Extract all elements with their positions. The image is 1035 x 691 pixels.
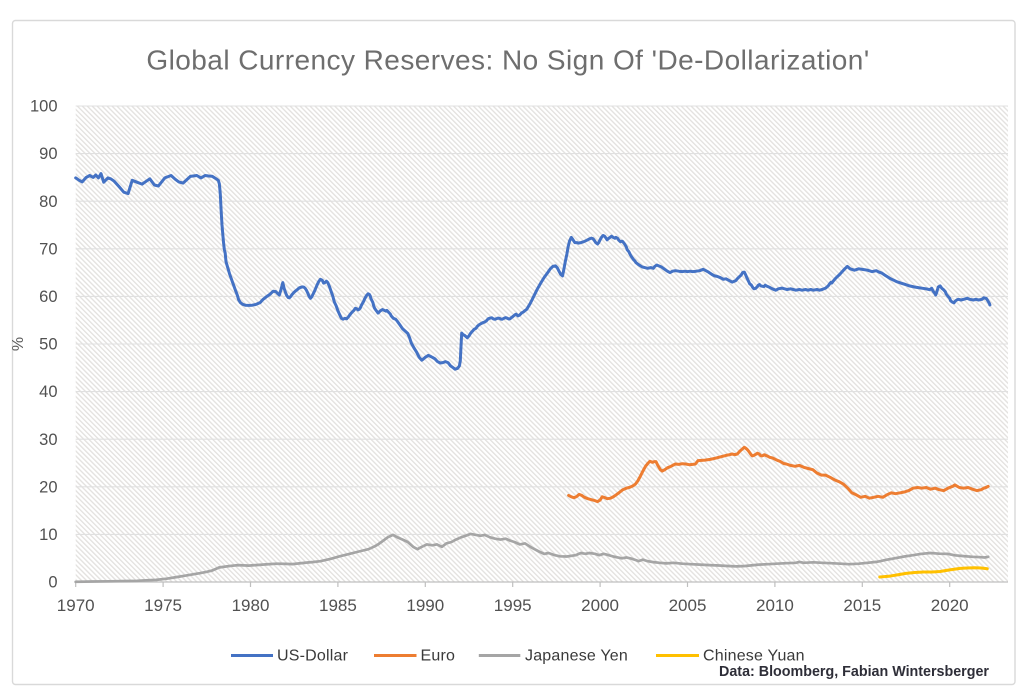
- svg-text:90: 90: [39, 145, 57, 163]
- svg-text:Chinese Yuan: Chinese Yuan: [703, 648, 805, 665]
- svg-text:Japanese Yen: Japanese Yen: [525, 648, 628, 665]
- svg-text:30: 30: [39, 431, 57, 449]
- svg-text:1975: 1975: [144, 596, 182, 615]
- svg-text:Euro: Euro: [421, 648, 456, 665]
- svg-text:0: 0: [48, 574, 57, 592]
- svg-text:Data: Bloomberg, Fabian Winter: Data: Bloomberg, Fabian Wintersberger: [719, 664, 989, 680]
- svg-text:80: 80: [39, 193, 57, 211]
- svg-text:50: 50: [39, 336, 57, 354]
- svg-text:60: 60: [39, 288, 57, 306]
- svg-text:1985: 1985: [319, 596, 357, 615]
- svg-text:2015: 2015: [843, 596, 881, 615]
- svg-text:2010: 2010: [756, 596, 794, 615]
- svg-text:2000: 2000: [581, 596, 619, 615]
- svg-text:10: 10: [39, 526, 57, 544]
- svg-text:100: 100: [30, 98, 58, 116]
- svg-text:US-Dollar: US-Dollar: [277, 648, 349, 665]
- svg-text:2005: 2005: [669, 596, 707, 615]
- svg-text:1970: 1970: [57, 596, 95, 615]
- svg-text:70: 70: [39, 240, 57, 258]
- svg-text:1990: 1990: [406, 596, 444, 615]
- svg-text:Global Currency Reserves: No S: Global Currency Reserves: No Sign Of 'De…: [146, 45, 869, 76]
- svg-text:1980: 1980: [232, 596, 270, 615]
- svg-text:2020: 2020: [931, 596, 969, 615]
- svg-text:40: 40: [39, 383, 57, 401]
- svg-text:%: %: [10, 337, 27, 351]
- svg-text:1995: 1995: [494, 596, 532, 615]
- svg-text:20: 20: [39, 478, 57, 496]
